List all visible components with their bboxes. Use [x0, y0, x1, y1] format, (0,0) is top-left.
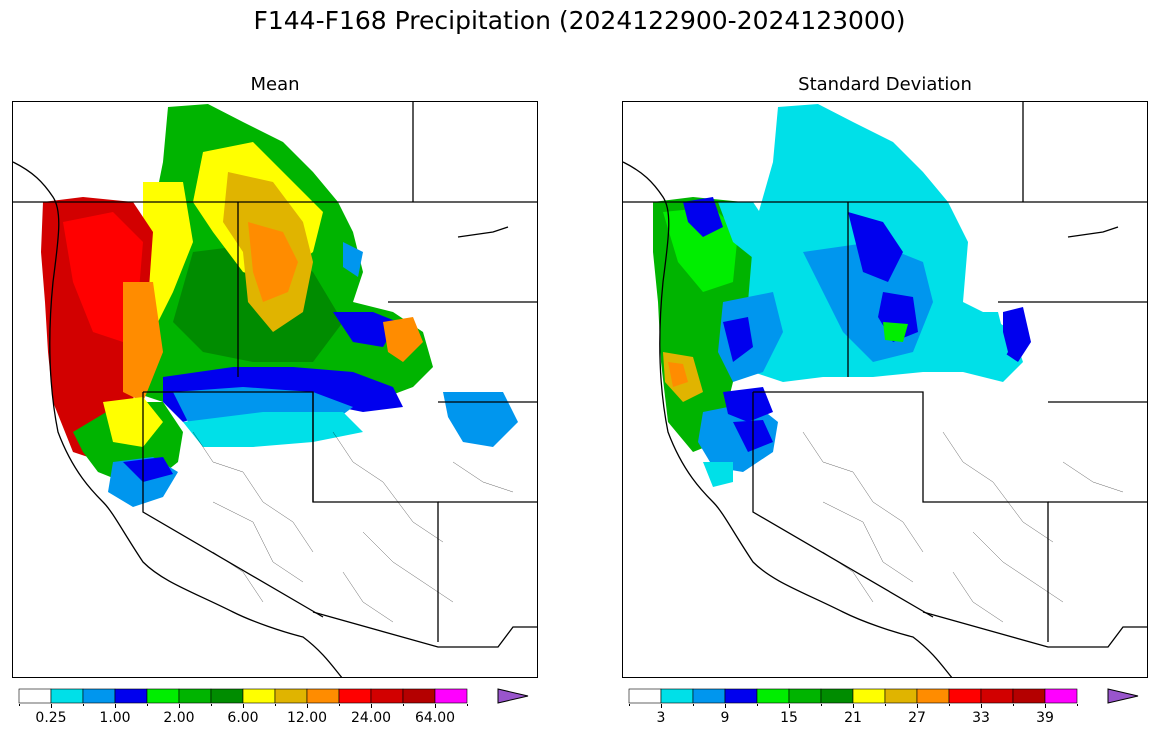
- stddev-panel-title: Standard Deviation: [798, 74, 972, 95]
- mean-colorbar-extend-arrow: [497, 688, 529, 704]
- mean-colorbar-tick-label: 24.00: [350, 710, 392, 726]
- stddev-colorbar-tick: [821, 704, 822, 706]
- mean-colorbar: [18, 688, 529, 704]
- stddev-colorbar-cell: [852, 688, 886, 704]
- mean-colorbar-cell: [210, 688, 244, 704]
- stddev-colorbar-tick: [981, 704, 982, 708]
- stddev-colorbar-cell: [788, 688, 822, 704]
- mean-precip-fill: [41, 104, 518, 507]
- mean-colorbar-tick: [275, 704, 276, 706]
- stddev-colorbar-tick: [725, 704, 726, 708]
- mean-colorbar-tick: [243, 704, 244, 708]
- mean-colorbar-cell: [370, 688, 404, 704]
- mean-colorbar-tick-label: 1.00: [99, 710, 131, 726]
- mean-colorbar-cell: [146, 688, 180, 704]
- stddev-colorbar-tick: [629, 704, 630, 706]
- mean-colorbar-cell: [114, 688, 148, 704]
- mean-colorbar-tick-label: 6.00: [227, 710, 259, 726]
- mean-colorbar-cell: [82, 688, 116, 704]
- stddev-basin-lines: [802, 431, 1124, 623]
- stddev-colorbar-tick-label: 27: [908, 710, 926, 726]
- mean-panel-title: Mean: [250, 74, 300, 95]
- mean-colorbar-tick: [179, 704, 180, 708]
- stddev-colorbar-cell: [948, 688, 982, 704]
- stddev-colorbar-cell: [1044, 688, 1078, 704]
- mean-colorbar-tick: [403, 704, 404, 706]
- mean-basin-lines: [192, 431, 514, 623]
- mean-colorbar-tick-label: 12.00: [286, 710, 328, 726]
- stddev-colorbar-tick: [693, 704, 694, 706]
- mean-colorbar-tick: [211, 704, 212, 706]
- mean-colorbar-cell: [50, 688, 84, 704]
- mean-colorbar-tick: [371, 704, 372, 708]
- stddev-colorbar-tick: [885, 704, 886, 706]
- stddev-colorbar-tick-label: 33: [972, 710, 990, 726]
- mean-colorbar-tick: [147, 704, 148, 706]
- mean-colorbar-cell: [338, 688, 372, 704]
- stddev-colorbar-tick: [1045, 704, 1046, 708]
- stddev-map: [622, 101, 1148, 678]
- mean-colorbar-tick: [307, 704, 308, 708]
- mean-colorbar-cell: [434, 688, 468, 704]
- stddev-colorbar-tick-label: 3: [656, 710, 666, 726]
- stddev-colorbar-cell: [916, 688, 950, 704]
- stddev-colorbar-tick-label: 21: [844, 710, 862, 726]
- figure-title: F144-F168 Precipitation (2024122900-2024…: [253, 6, 906, 35]
- stddev-colorbar-tick: [661, 704, 662, 708]
- mean-colorbar-tick-label: 0.25: [35, 710, 67, 726]
- stddev-colorbar-tick: [757, 704, 758, 706]
- stddev-colorbar-cell: [1012, 688, 1046, 704]
- stddev-colorbar-tick-label: 39: [1036, 710, 1054, 726]
- mean-colorbar-cell: [274, 688, 308, 704]
- mean-map: [12, 101, 538, 678]
- mean-colorbar-tick: [19, 704, 20, 706]
- mean-colorbar-tick: [83, 704, 84, 706]
- mean-colorbar-tick: [467, 704, 468, 706]
- mean-colorbar-cell: [242, 688, 276, 704]
- stddev-colorbar-tick: [917, 704, 918, 708]
- mean-colorbar-tick-label: 64.00: [414, 710, 456, 726]
- mean-colorbar-tick-label: 2.00: [163, 710, 195, 726]
- stddev-colorbar-cell: [628, 688, 662, 704]
- stddev-boundaries: [623, 102, 1147, 677]
- stddev-precip-fill: [653, 104, 1031, 487]
- stddev-colorbar-cell: [980, 688, 1014, 704]
- stddev-colorbar-cell: [820, 688, 854, 704]
- stddev-colorbar-tick: [1013, 704, 1014, 706]
- stddev-colorbar-tick: [789, 704, 790, 708]
- stddev-colorbar-cell: [756, 688, 790, 704]
- mean-colorbar-cell: [402, 688, 436, 704]
- mean-colorbar-tick: [435, 704, 436, 708]
- stddev-colorbar-cell: [884, 688, 918, 704]
- stddev-colorbar-tick: [1077, 704, 1078, 706]
- stddev-colorbar-tick-label: 9: [720, 710, 730, 726]
- mean-boundaries: [13, 102, 537, 677]
- mean-colorbar-tick: [115, 704, 116, 708]
- stddev-colorbar-tick: [949, 704, 950, 706]
- mean-colorbar-cell: [18, 688, 52, 704]
- mean-colorbar-tick: [51, 704, 52, 708]
- stddev-colorbar: [628, 688, 1139, 704]
- stddev-colorbar-tick: [853, 704, 854, 708]
- stddev-colorbar-cell: [724, 688, 758, 704]
- stddev-colorbar-cell: [692, 688, 726, 704]
- mean-colorbar-tick: [339, 704, 340, 706]
- mean-colorbar-cell: [178, 688, 212, 704]
- stddev-colorbar-tick-label: 15: [780, 710, 798, 726]
- mean-colorbar-cell: [306, 688, 340, 704]
- stddev-colorbar-cell: [660, 688, 694, 704]
- stddev-colorbar-extend-arrow: [1107, 688, 1139, 704]
